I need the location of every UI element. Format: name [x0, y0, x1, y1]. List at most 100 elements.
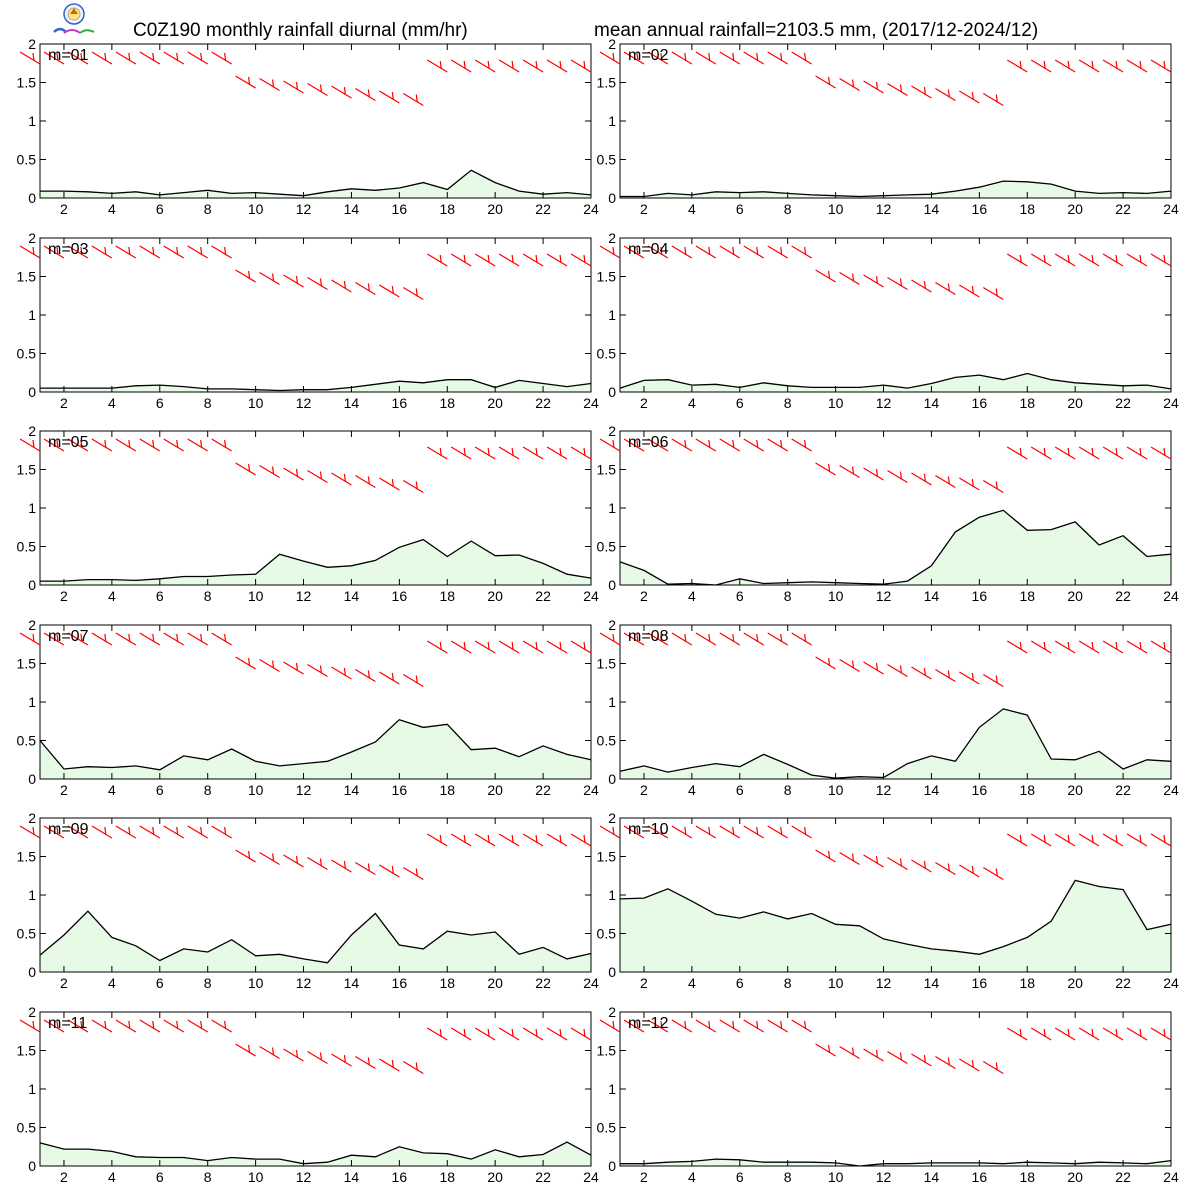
wind-barb-icon [450, 833, 472, 847]
y-tick-label: 1.5 [597, 75, 617, 91]
rainfall-line [40, 379, 592, 392]
rainfall-area [620, 1159, 1171, 1166]
wind-barb-icon [1150, 446, 1172, 460]
wind-barb-icon [1150, 640, 1172, 654]
x-tick-label: 12 [876, 201, 892, 217]
y-tick-label: 1 [608, 113, 616, 129]
wind-barb-icon [235, 462, 256, 476]
x-tick-label: 14 [924, 395, 940, 411]
wind-barb-icon [163, 438, 185, 452]
wind-barb-icon [1102, 59, 1124, 73]
x-tick-label: 6 [736, 395, 744, 411]
wind-barb-icon [498, 833, 520, 847]
wind-barb-icon [839, 271, 860, 286]
x-tick-label: 4 [688, 1169, 696, 1185]
wind-barb-icon [1078, 253, 1100, 267]
wind-barb-icon [187, 1019, 209, 1033]
wind-barb-icon [522, 59, 544, 73]
wind-barb-icon [719, 825, 741, 839]
wind-barb-icon [43, 438, 65, 452]
wind-barb-icon [599, 1019, 621, 1033]
wind-barb-icon [331, 859, 352, 873]
wind-barb-icon [623, 1019, 645, 1033]
x-tick-label: 4 [108, 588, 116, 604]
wind-barb-icon [815, 656, 836, 670]
wind-barb-icon [450, 446, 472, 460]
wind-barb-icon [115, 245, 137, 259]
wind-barb-icon [1102, 1027, 1124, 1041]
x-tick-label: 16 [972, 1169, 988, 1185]
x-tick-label: 2 [60, 395, 68, 411]
wind-barb-icon [331, 279, 352, 293]
y-tick-label: 0.5 [597, 346, 617, 362]
wind-barb-icon [402, 479, 424, 494]
month-label: m=09 [48, 821, 89, 838]
y-tick-label: 0 [608, 577, 616, 593]
wind-barb-icon [450, 640, 472, 654]
wind-barb-icon [546, 446, 568, 460]
wind-barb-icon [402, 1060, 424, 1075]
x-tick-label: 24 [1163, 975, 1179, 991]
rainfall-line [40, 538, 592, 582]
wind-barb-icon [522, 253, 544, 267]
wind-barb-icon [767, 438, 789, 452]
rainfall-line [619, 708, 1172, 779]
y-tick-label: 0 [28, 384, 36, 400]
wind-barb-icon [91, 51, 113, 65]
wind-barb-icon [19, 632, 41, 646]
wind-barb-icon [163, 245, 185, 259]
x-tick-label: 22 [535, 975, 551, 991]
x-tick-label: 16 [972, 395, 988, 411]
x-tick-label: 24 [583, 975, 599, 991]
wind-barb-icon [474, 253, 496, 267]
wind-barb-icon [1054, 253, 1076, 267]
rainfall-area [40, 379, 591, 392]
month-label: m=01 [48, 47, 89, 64]
x-tick-label: 14 [924, 201, 940, 217]
y-tick-label: 0 [28, 964, 36, 980]
x-tick-label: 4 [688, 395, 696, 411]
x-tick-label: 2 [60, 975, 68, 991]
y-tick-label: 1.5 [17, 656, 37, 672]
x-tick-label: 12 [296, 1169, 312, 1185]
x-tick-label: 8 [784, 201, 792, 217]
wind-barb-icon [1150, 1027, 1172, 1041]
x-tick-label: 12 [296, 201, 312, 217]
y-tick-label: 2 [608, 36, 616, 52]
y-tick-label: 0.5 [17, 539, 37, 555]
x-tick-label: 8 [784, 395, 792, 411]
x-tick-label: 4 [108, 201, 116, 217]
x-tick-label: 24 [583, 1169, 599, 1185]
x-tick-label: 12 [876, 782, 892, 798]
wind-barb-icon [767, 245, 789, 259]
wind-barb-icon [911, 666, 932, 680]
wind-barb-icon [1078, 640, 1100, 654]
wind-barb-icon [355, 861, 376, 876]
wind-barb-icon [402, 866, 424, 881]
wind-barb-icon [1126, 1027, 1148, 1041]
y-tick-label: 1 [28, 694, 36, 710]
rainfall-line [620, 180, 1172, 198]
wind-barb-icon [43, 1019, 65, 1033]
wind-barb-icon [959, 864, 980, 878]
x-tick-label: 10 [828, 782, 844, 798]
wind-barb-icon [982, 286, 1004, 301]
wind-barb-icon [211, 438, 232, 452]
month-label: m=04 [628, 241, 669, 258]
x-tick-label: 2 [60, 782, 68, 798]
wind-barb-icon [1054, 833, 1076, 847]
x-tick-label: 18 [1019, 782, 1035, 798]
wind-barb-icon [355, 474, 376, 489]
y-tick-label: 2 [28, 230, 36, 246]
wind-barb-icon [211, 245, 232, 259]
x-tick-label: 8 [204, 588, 212, 604]
y-tick-label: 1 [28, 500, 36, 516]
y-tick-label: 0 [28, 771, 36, 787]
wind-barb-icon [570, 446, 592, 460]
wind-barb-icon [863, 80, 884, 94]
x-tick-label: 6 [156, 588, 164, 604]
wind-barb-icon [259, 77, 280, 92]
wind-barb-icon [1054, 59, 1076, 73]
wind-barb-icon [719, 1019, 741, 1033]
